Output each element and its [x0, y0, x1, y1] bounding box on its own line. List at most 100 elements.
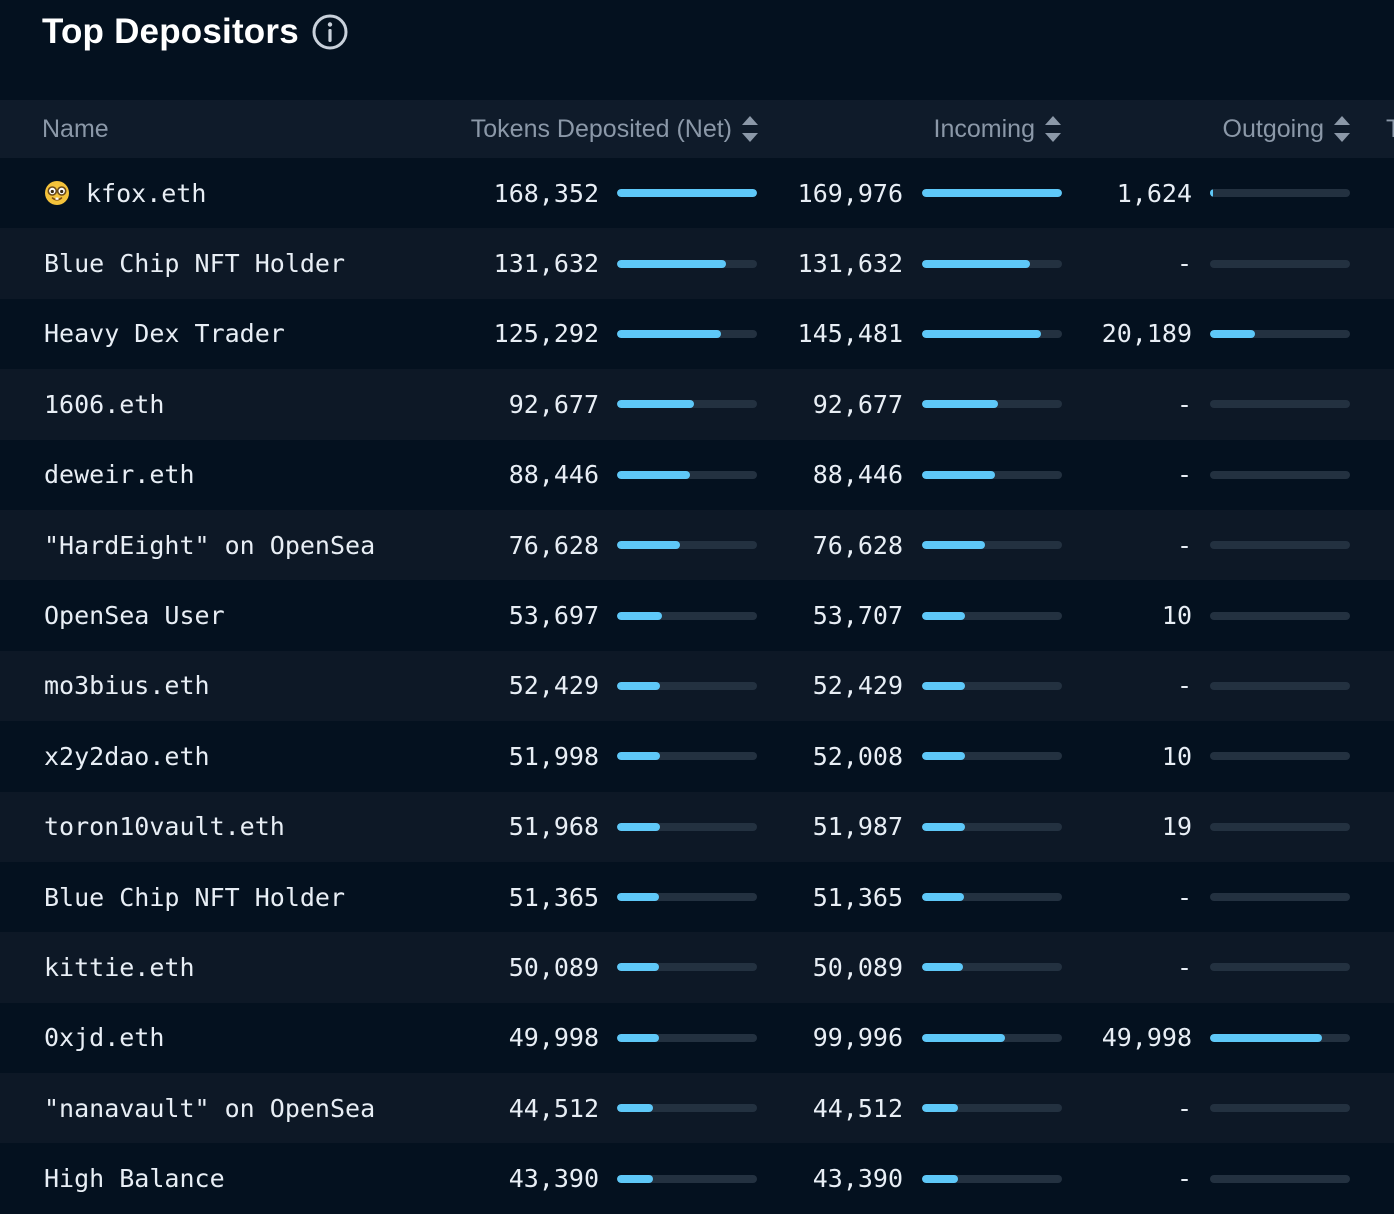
depositor-name[interactable]: Blue Chip NFT Holder	[44, 882, 346, 912]
table-row[interactable]: Blue Chip NFT Holder 51,365 51,365 -	[0, 861, 1394, 933]
tokens-deposited-bar-fill	[617, 400, 694, 409]
column-header-extra-label: T	[1386, 114, 1394, 143]
depositor-name-cell[interactable]: deweir.eth	[44, 440, 195, 510]
incoming-value: 53,707	[812, 601, 903, 631]
sort-icon[interactable]	[1332, 114, 1352, 144]
column-header-name[interactable]: Name	[42, 100, 109, 158]
incoming-bar	[922, 189, 1062, 198]
depositor-name[interactable]: 0xjd.eth	[44, 1023, 165, 1053]
table-row[interactable]: Heavy Dex Trader 125,292 145,481 20,189	[0, 298, 1394, 370]
depositor-name-cell[interactable]: Heavy Dex Trader	[44, 299, 285, 369]
tokens-deposited-bar	[617, 541, 757, 550]
panel-header: Top Depositors	[42, 8, 349, 56]
column-header-outgoing[interactable]: Outgoing	[1223, 100, 1352, 158]
depositor-name[interactable]: OpenSea User	[44, 601, 225, 631]
info-icon[interactable]	[311, 13, 349, 51]
table-row[interactable]: kfox.eth 168,352 169,976 1,624	[0, 158, 1394, 229]
depositor-name-cell[interactable]: 0xjd.eth	[44, 1003, 164, 1073]
depositor-name-cell[interactable]: toron10vault.eth	[44, 792, 285, 862]
outgoing-bar	[1210, 1174, 1350, 1183]
depositor-name-cell[interactable]: High Balance	[44, 1143, 225, 1213]
table-row[interactable]: deweir.eth 88,446 88,446 -	[0, 439, 1394, 510]
depositor-name[interactable]: Heavy Dex Trader	[44, 319, 285, 349]
depositor-name-cell[interactable]: kfox.eth	[44, 158, 206, 228]
depositor-name[interactable]: x2y2dao.eth	[44, 741, 210, 771]
depositor-name-cell[interactable]: "HardEight" on OpenSea	[44, 510, 375, 580]
table-row[interactable]: High Balance 43,390 43,390 -	[0, 1143, 1394, 1214]
incoming-value: 43,390	[812, 1164, 903, 1194]
incoming-value: 51,365	[812, 882, 903, 912]
tokens-deposited-value: 51,365	[508, 882, 599, 912]
incoming-value: 92,677	[812, 389, 903, 419]
sort-icon[interactable]	[1043, 114, 1063, 144]
depositor-name-cell[interactable]: kittie.eth	[44, 932, 195, 1002]
depositor-name[interactable]: kittie.eth	[44, 952, 195, 982]
tokens-deposited-bar-fill	[617, 259, 727, 268]
depositor-name[interactable]: mo3bius.eth	[44, 671, 210, 701]
incoming-value: 44,512	[812, 1093, 903, 1123]
incoming-value: 88,446	[812, 460, 903, 490]
depositor-name-cell[interactable]: Blue Chip NFT Holder	[44, 228, 345, 298]
incoming-bar	[922, 822, 1062, 831]
depositor-name-cell[interactable]: x2y2dao.eth	[44, 721, 210, 791]
depositor-name[interactable]: kfox.eth	[86, 178, 207, 208]
incoming-value: 50,089	[812, 952, 903, 982]
depositor-name[interactable]: High Balance	[44, 1164, 225, 1194]
column-header-incoming[interactable]: Incoming	[934, 100, 1063, 158]
incoming-bar-fill	[922, 470, 995, 479]
depositor-name[interactable]: 1606.eth	[44, 389, 165, 419]
outgoing-bar-fill	[1210, 1033, 1322, 1042]
outgoing-bar	[1210, 541, 1350, 550]
table-row[interactable]: kittie.eth 50,089 50,089 -	[0, 932, 1394, 1003]
table-row[interactable]: 1606.eth 92,677 92,677 -	[0, 369, 1394, 440]
column-header-tokens-deposited[interactable]: Tokens Deposited (Net)	[471, 100, 760, 158]
outgoing-value: -	[1176, 882, 1192, 912]
incoming-bar	[922, 963, 1062, 972]
depositor-name[interactable]: toron10vault.eth	[44, 812, 285, 842]
table-row[interactable]: "HardEight" on OpenSea 76,628 76,628 -	[0, 509, 1394, 581]
table-row[interactable]: toron10vault.eth 51,968 51,987 19	[0, 791, 1394, 862]
tokens-deposited-value: 125,292	[493, 319, 599, 349]
incoming-value: 52,008	[812, 741, 903, 771]
tokens-deposited-bar	[617, 822, 757, 831]
outgoing-value: -	[1176, 460, 1192, 490]
incoming-bar-fill	[922, 611, 966, 620]
outgoing-value: 20,189	[1101, 319, 1192, 349]
table-row[interactable]: Blue Chip NFT Holder 131,632 131,632 -	[0, 228, 1394, 299]
outgoing-value: -	[1176, 389, 1192, 419]
tokens-deposited-bar-fill	[617, 681, 661, 690]
tokens-deposited-bar	[617, 752, 757, 761]
tokens-deposited-bar-fill	[617, 189, 757, 198]
tokens-deposited-value: 43,390	[508, 1164, 599, 1194]
depositor-name-cell[interactable]: OpenSea User	[44, 580, 225, 650]
table-row[interactable]: 0xjd.eth 49,998 99,996 49,998	[0, 1002, 1394, 1074]
depositor-name-cell[interactable]: mo3bius.eth	[44, 651, 210, 721]
incoming-bar	[922, 681, 1062, 690]
depositor-name-cell[interactable]: 1606.eth	[44, 369, 164, 439]
table-row[interactable]: mo3bius.eth 52,429 52,429 -	[0, 650, 1394, 722]
tokens-deposited-value: 76,628	[508, 530, 599, 560]
outgoing-bar-fill	[1210, 189, 1213, 198]
depositor-name-cell[interactable]: "nanavault" on OpenSea	[44, 1073, 375, 1143]
tokens-deposited-value: 168,352	[493, 178, 599, 208]
tokens-deposited-value: 51,998	[508, 741, 599, 771]
depositor-name[interactable]: Blue Chip NFT Holder	[44, 249, 346, 279]
depositor-name[interactable]: deweir.eth	[44, 460, 195, 490]
depositor-name[interactable]: "nanavault" on OpenSea	[44, 1093, 376, 1123]
table-row[interactable]: OpenSea User 53,697 53,707 10	[0, 580, 1394, 651]
incoming-value: 51,987	[812, 812, 903, 842]
tokens-deposited-bar	[617, 329, 757, 338]
table-row[interactable]: x2y2dao.eth 51,998 52,008 10	[0, 721, 1394, 792]
depositor-name[interactable]: "HardEight" on OpenSea	[44, 530, 376, 560]
incoming-value: 99,996	[812, 1023, 903, 1053]
depositor-name-cell[interactable]: Blue Chip NFT Holder	[44, 862, 345, 932]
outgoing-bar-fill	[1210, 329, 1255, 338]
tokens-deposited-bar	[617, 681, 757, 690]
sort-icon[interactable]	[740, 114, 760, 144]
incoming-bar-fill	[922, 822, 966, 831]
column-header-extra[interactable]: T	[1386, 100, 1394, 158]
tokens-deposited-bar	[617, 1033, 757, 1042]
incoming-bar-fill	[922, 893, 964, 902]
table-row[interactable]: "nanavault" on OpenSea 44,512 44,512 -	[0, 1073, 1394, 1144]
outgoing-bar	[1210, 963, 1350, 972]
